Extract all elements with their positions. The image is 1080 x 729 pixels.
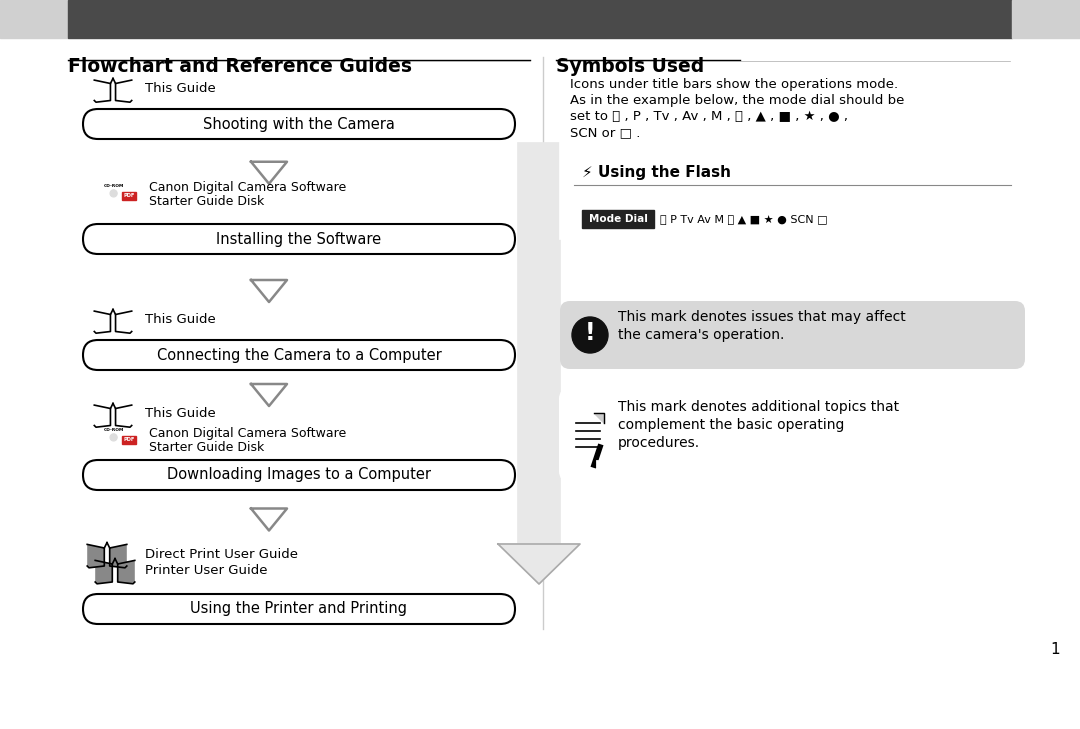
Polygon shape [594,413,604,423]
Circle shape [110,434,118,441]
Text: Canon Digital Camera Software: Canon Digital Camera Software [149,426,347,440]
Polygon shape [116,80,132,102]
FancyBboxPatch shape [83,109,515,139]
Text: This mark denotes additional topics that: This mark denotes additional topics that [618,400,900,414]
Text: Starter Guide Disk: Starter Guide Disk [149,195,265,208]
Bar [572,413,604,457]
Polygon shape [94,80,110,102]
Polygon shape [251,280,287,302]
Text: !: ! [584,321,595,345]
Circle shape [102,426,125,449]
Bar [573,159,1011,231]
FancyBboxPatch shape [561,389,1025,481]
Text: Symbols Used: Symbols Used [556,57,704,76]
Text: Canon Digital Camera Software: Canon Digital Camera Software [149,181,347,193]
Bar [573,159,1011,185]
Text: CD-ROM: CD-ROM [104,184,124,188]
Text: Printer User Guide: Printer User Guide [145,564,268,577]
Bar [122,192,136,200]
Polygon shape [251,509,287,531]
Text: Installing the Software: Installing the Software [216,232,381,246]
Bar [518,143,561,544]
Text: Icons under title bars show the operations mode.: Icons under title bars show the operatio… [570,78,899,91]
Text: Ⓜ P Tv Av M Ⓜ ▲ ■ ★ ● SCN □: Ⓜ P Tv Av M Ⓜ ▲ ■ ★ ● SCN □ [660,214,827,224]
Polygon shape [95,561,112,584]
Bar [122,436,136,444]
Text: This Guide: This Guide [145,82,216,95]
Circle shape [572,317,608,353]
Polygon shape [116,311,132,333]
Text: Using the Printer and Printing: Using the Printer and Printing [190,601,407,617]
Bar [582,210,654,228]
Bar [68,0,1012,38]
Bar [561,64,1025,239]
Text: Shooting with the Camera: Shooting with the Camera [203,117,395,131]
Polygon shape [118,561,135,584]
FancyBboxPatch shape [83,224,515,254]
Text: SCN or □ .: SCN or □ . [570,126,640,139]
FancyBboxPatch shape [83,594,515,624]
Bar [122,436,136,453]
Circle shape [102,182,125,205]
Text: the camera's operation.: the camera's operation. [618,328,784,342]
Text: set to Ⓜ , P , Tv , Av , M , Ⓜ , ▲ , ■ , ★ , ● ,: set to Ⓜ , P , Tv , Av , M , Ⓜ , ▲ , ■ ,… [570,110,848,123]
Text: PDF: PDF [123,193,135,198]
Polygon shape [498,544,580,584]
Text: This Guide: This Guide [145,313,216,326]
Text: CD-ROM: CD-ROM [104,429,124,432]
Circle shape [110,190,118,197]
FancyBboxPatch shape [83,340,515,370]
Polygon shape [251,384,287,406]
Text: PDF: PDF [123,437,135,443]
Text: 1: 1 [1050,642,1059,657]
Polygon shape [110,545,126,568]
Polygon shape [116,405,132,427]
Text: Starter Guide Disk: Starter Guide Disk [149,440,265,453]
Text: Connecting the Camera to a Computer: Connecting the Camera to a Computer [157,348,442,362]
Text: Downloading Images to a Computer: Downloading Images to a Computer [167,467,431,483]
Text: Flowchart and Reference Guides: Flowchart and Reference Guides [68,57,411,76]
Bar [122,192,136,210]
Text: Direct Print User Guide: Direct Print User Guide [145,548,298,561]
Text: ⚡ Using the Flash: ⚡ Using the Flash [582,165,731,179]
Polygon shape [94,311,110,333]
Text: This mark denotes issues that may affect: This mark denotes issues that may affect [618,310,906,324]
FancyBboxPatch shape [561,301,1025,369]
Text: Mode Dial: Mode Dial [589,214,647,224]
Polygon shape [87,545,105,568]
Text: complement the basic operating: complement the basic operating [618,418,845,432]
Bar [0,0,68,38]
Text: procedures.: procedures. [618,436,700,450]
Polygon shape [94,405,110,427]
FancyBboxPatch shape [83,460,515,490]
Text: As in the example below, the mode dial should be: As in the example below, the mode dial s… [570,94,904,107]
Bar [1012,0,1080,38]
Polygon shape [251,162,287,184]
Text: This Guide: This Guide [145,407,216,419]
